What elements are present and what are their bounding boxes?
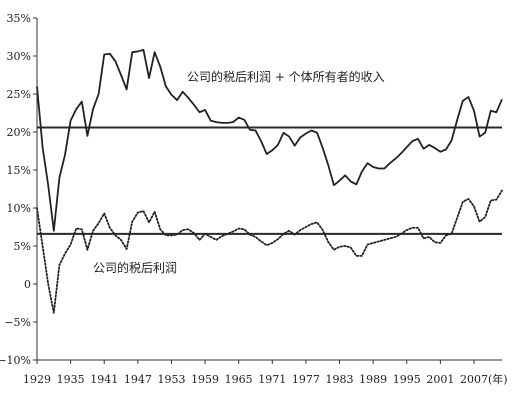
series-lines — [36, 49, 503, 314]
annotation-total-income: 公司的税后利润 + 个体所有者的收入 — [187, 69, 385, 84]
x-axis-unit-label: (年) — [488, 372, 508, 386]
x-tick-label: 1935 — [57, 373, 85, 386]
x-tick-label: 1929 — [23, 373, 51, 386]
y-tick-label: 15% — [7, 164, 31, 177]
x-tick-label: 2001 — [426, 373, 454, 386]
y-axis-ticks: 35% 30% 25% 20% 15% 10% 5% 0 −5% −10% — [0, 12, 37, 367]
y-tick-label: 10% — [7, 202, 31, 215]
x-tick-label: 1989 — [359, 373, 387, 386]
x-tick-label: 2007 — [460, 373, 488, 386]
plot-frame — [36, 18, 502, 361]
x-tick-label: 1947 — [124, 373, 152, 386]
x-tick-label: 1965 — [225, 373, 253, 386]
y-tick-label: 20% — [7, 126, 31, 139]
x-tick-label: 1983 — [326, 373, 354, 386]
y-tick-label: 5% — [14, 240, 31, 253]
x-tick-label: 1959 — [191, 373, 219, 386]
x-axis-ticks: 1929 1935 1941 1947 1953 1959 1965 1971 1977 1983… — [23, 360, 488, 386]
series-line-total-income — [36, 49, 503, 232]
y-tick-label: 25% — [7, 88, 31, 101]
series-line-corporate-profit — [36, 189, 503, 314]
y-tick-label: 0 — [24, 278, 31, 291]
y-tick-label: 35% — [7, 12, 31, 25]
y-tick-label: −10% — [0, 354, 31, 367]
x-tick-label: 1977 — [292, 373, 320, 386]
y-tick-label: 30% — [7, 50, 31, 63]
y-tick-label: −5% — [4, 316, 31, 329]
annotation-corporate-profit: 公司的税后利润 — [93, 260, 177, 275]
x-tick-label: 1971 — [258, 373, 286, 386]
x-tick-label: 1941 — [90, 373, 118, 386]
x-tick-label: 1953 — [157, 373, 185, 386]
x-tick-label: 1995 — [393, 373, 421, 386]
